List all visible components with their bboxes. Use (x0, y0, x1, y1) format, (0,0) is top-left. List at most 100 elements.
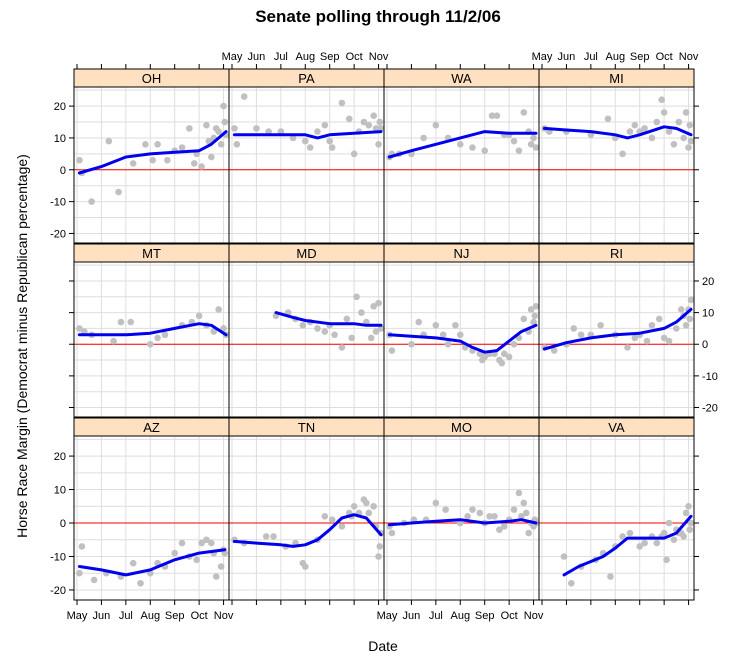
x-tick-label: Jun (558, 51, 576, 63)
data-point (301, 563, 309, 570)
data-point (76, 325, 83, 332)
data-point (117, 318, 125, 326)
smooth-trend-line (232, 513, 383, 548)
data-point (456, 141, 464, 148)
data-point (345, 115, 353, 123)
data-point (464, 513, 471, 520)
y-tick-label: 20 (702, 276, 714, 288)
data-point (619, 150, 626, 158)
data-point (530, 318, 537, 326)
data-point (636, 543, 644, 550)
y-tick-label: -20 (702, 403, 718, 415)
data-point (442, 506, 449, 513)
panel-strip-label: TN (298, 420, 315, 435)
data-point (78, 543, 86, 550)
smooth-trend-line (274, 311, 383, 327)
data-point (215, 128, 222, 135)
data-point (343, 315, 351, 323)
data-point (648, 321, 656, 329)
data-point (420, 134, 427, 142)
data-point (604, 115, 612, 123)
data-point (631, 334, 639, 342)
data-point (350, 150, 358, 158)
data-point (643, 337, 651, 345)
data-point (265, 128, 272, 135)
data-point (568, 579, 575, 587)
data-point (161, 331, 169, 339)
data-point (186, 125, 193, 132)
data-point (326, 137, 334, 145)
data-point (137, 579, 144, 587)
data-point (154, 141, 161, 148)
data-point (486, 513, 493, 520)
data-point (665, 337, 673, 345)
panel-az: AZ -20 -10 0 10 20 May Jun Jul Aug Sep Oct Nov (50, 417, 234, 622)
data-point (631, 121, 639, 129)
data-point (388, 347, 396, 354)
panel-background (229, 87, 384, 243)
data-point (164, 156, 171, 164)
panel-strip-label: NJ (454, 246, 470, 261)
data-point (154, 334, 161, 342)
data-point (195, 312, 203, 320)
data-point (129, 160, 137, 167)
data-point (115, 188, 122, 196)
x-tick-label: Oct (501, 610, 518, 622)
data-point (376, 118, 384, 126)
x-tick-label: Sep (475, 610, 495, 622)
data-point (687, 519, 695, 527)
panel-strip-label: MD (296, 246, 316, 261)
data-point (127, 318, 135, 326)
x-tick-label: Oct (656, 51, 673, 63)
data-point (518, 513, 525, 520)
data-point (217, 141, 225, 148)
data-point (510, 506, 518, 513)
data-point (665, 128, 673, 135)
data-point (367, 334, 375, 342)
data-point (370, 112, 377, 119)
y-tick-label: 10 (702, 308, 714, 320)
x-tick-label: Jul (429, 610, 443, 622)
y-tick-label: 10 (54, 133, 66, 145)
panel-strip-label: WA (451, 71, 472, 86)
data-point (522, 509, 530, 517)
data-point (321, 513, 329, 520)
x-tick-label: Jul (584, 51, 598, 63)
data-point (663, 556, 670, 564)
data-point (687, 137, 695, 145)
x-tick-label: May (67, 610, 88, 622)
data-point (532, 302, 540, 310)
panel-background (74, 87, 229, 243)
data-point (560, 553, 568, 560)
data-point (203, 121, 210, 129)
panel-border (538, 435, 695, 601)
data-point (105, 137, 113, 145)
smooth-trend-line (562, 514, 693, 577)
data-point (262, 533, 270, 540)
y-tick-label: 10 (54, 485, 66, 497)
data-point (348, 334, 355, 342)
data-point (314, 128, 321, 135)
smooth-trend-line (77, 322, 228, 337)
data-point (550, 347, 558, 354)
smooth-trend-line (387, 518, 538, 527)
data-point (686, 526, 694, 534)
panel-strip-label: PA (298, 71, 315, 86)
x-tick-label: Aug (140, 610, 160, 622)
data-point (626, 529, 634, 537)
panel-background (384, 87, 539, 243)
panel-pa: PA May Jun Jul Aug Sep Oct Nov (222, 51, 389, 244)
data-point (215, 306, 222, 313)
x-axis-title: Date (368, 638, 398, 654)
x-tick-label: Jul (119, 610, 133, 622)
data-point (231, 125, 238, 132)
data-point (328, 516, 336, 523)
data-point (375, 553, 382, 560)
x-tick-label: Sep (320, 51, 340, 63)
data-point (496, 526, 503, 534)
data-point (641, 125, 648, 132)
data-point (353, 293, 360, 301)
data-point (171, 549, 179, 557)
data-point (331, 331, 338, 339)
x-tick-label: Nov (524, 610, 544, 622)
